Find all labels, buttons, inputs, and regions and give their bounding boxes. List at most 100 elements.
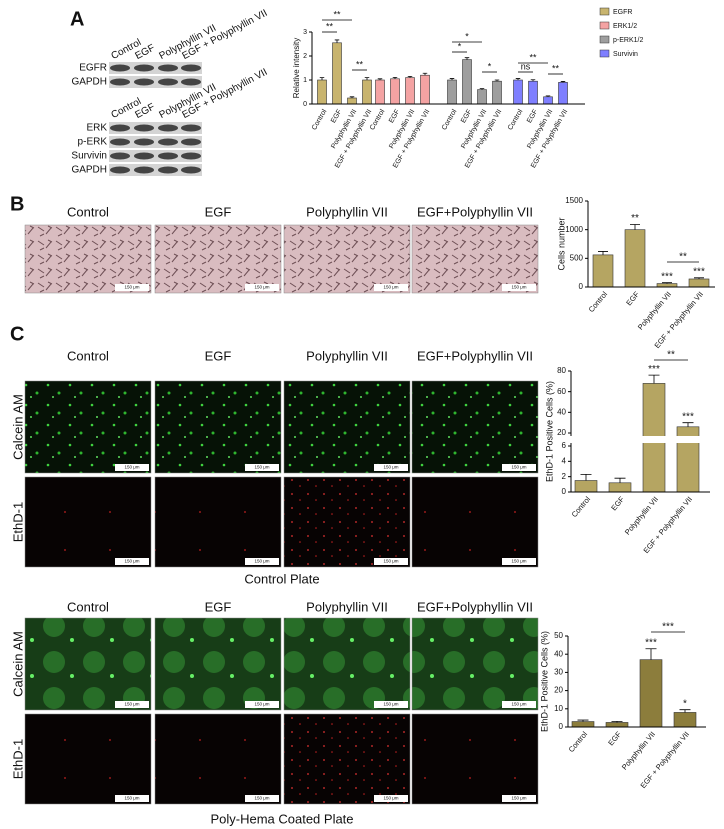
y-tick-label: 2 <box>303 53 307 60</box>
scale-bar-label: 150 μm <box>511 465 526 470</box>
blot-band <box>134 138 154 146</box>
bar <box>317 79 327 105</box>
column-label: Polyphyllin VII <box>306 204 388 219</box>
significance-label: ** <box>667 350 675 361</box>
error-bar <box>449 78 455 80</box>
error-bar <box>479 88 485 90</box>
blot-row-label: Survivin <box>71 151 107 162</box>
bar <box>528 80 538 105</box>
scale-bar-label: 150 μm <box>124 559 139 564</box>
micrograph <box>24 380 152 474</box>
y-tick-label: 40 <box>557 407 566 416</box>
y-tick-label: 40 <box>554 649 563 658</box>
legend-label: EGFR <box>613 9 632 16</box>
error-bar <box>598 251 608 255</box>
x-tick-label: Control <box>567 730 590 755</box>
error-bar <box>560 81 566 83</box>
micrograph <box>24 617 152 711</box>
micrograph <box>154 713 282 805</box>
error-bar <box>611 720 623 723</box>
significance-label: ** <box>679 252 687 263</box>
x-tick-label: EGF <box>460 108 473 124</box>
error-bar <box>364 77 370 80</box>
micrograph <box>411 224 539 294</box>
error-bar <box>464 57 470 60</box>
column-label: EGF+Polyphyllin VII <box>417 204 533 219</box>
y-axis-title: EthD-1 Positive Cells (%) <box>539 631 549 732</box>
bar <box>543 96 553 105</box>
significance-label: *** <box>648 364 660 375</box>
blot-strip <box>109 122 202 134</box>
column-label: Polyphyllin VII <box>306 348 388 363</box>
y-tick-label: 0 <box>303 101 307 108</box>
y-tick-label: 50 <box>554 631 563 640</box>
scale-bar-box <box>502 558 536 565</box>
scale-bar-box <box>115 284 149 291</box>
scale-bar-box <box>374 284 408 291</box>
column-label: EGF <box>205 599 232 614</box>
scale-bar-label: 150 μm <box>511 702 526 707</box>
error-bar <box>334 39 340 43</box>
scale-bar-label: 150 μm <box>383 465 398 470</box>
blot-strip <box>109 76 202 88</box>
caption: Poly-Hema Coated Plate <box>210 811 353 826</box>
scale-bar-box <box>245 701 279 708</box>
bar <box>624 229 646 288</box>
blot-band <box>181 78 201 86</box>
x-tick-label: Control <box>311 108 329 131</box>
micrograph <box>24 476 152 568</box>
x-tick-label: EGF <box>526 108 539 124</box>
blot-band <box>134 124 154 132</box>
panel-label: C <box>10 323 24 345</box>
blot-band <box>181 124 201 132</box>
x-tick-label: EGF <box>609 494 626 512</box>
legend-label: ERK1/2 <box>613 23 637 30</box>
blot-row-label: ERK <box>86 123 107 134</box>
y-tick-label: 2 <box>562 472 567 481</box>
bar <box>390 78 400 105</box>
scale-bar-box <box>374 795 408 802</box>
blot-band <box>110 166 130 174</box>
significance-label: ** <box>552 63 560 73</box>
error-bar <box>377 78 383 80</box>
micrograph <box>411 476 539 568</box>
significance-label: ** <box>529 52 537 62</box>
bar <box>513 79 523 105</box>
micrograph <box>24 713 152 805</box>
scale-bar-box <box>245 284 279 291</box>
significance-label: * <box>465 31 469 41</box>
error-bar <box>530 79 536 82</box>
blot-band <box>110 138 130 146</box>
scale-bar-box <box>374 701 408 708</box>
scale-bar-label: 150 μm <box>254 702 269 707</box>
scale-bar-label: 150 μm <box>511 796 526 801</box>
significance-label: * <box>458 41 462 51</box>
micrograph <box>154 617 282 711</box>
x-tick-label: Polyphyllin VII <box>623 495 660 537</box>
x-tick-label: Control <box>441 108 459 131</box>
error-bar <box>694 277 704 279</box>
error-bar <box>682 422 694 427</box>
legend-swatch <box>599 35 610 44</box>
significance-label: ns <box>521 61 531 71</box>
scale-bar-box <box>115 795 149 802</box>
y-tick-label: 80 <box>557 366 566 375</box>
y-tick-label: 3 <box>303 29 307 36</box>
row-label: EthD-1 <box>10 739 25 779</box>
blot-band <box>110 152 130 160</box>
bar <box>347 97 357 105</box>
blot-strip <box>109 150 202 162</box>
row-label: EthD-1 <box>10 502 25 542</box>
legend-swatch <box>599 7 610 16</box>
bar <box>420 74 430 105</box>
scale-bar-label: 150 μm <box>124 465 139 470</box>
micrograph <box>283 224 411 294</box>
error-bar <box>407 76 413 78</box>
caption: Control Plate <box>244 571 319 586</box>
blot-row-label: EGFR <box>79 63 107 74</box>
blot-band <box>181 138 201 146</box>
bar <box>571 721 595 728</box>
blot-band <box>181 166 201 174</box>
y-tick-label: 20 <box>557 428 566 437</box>
